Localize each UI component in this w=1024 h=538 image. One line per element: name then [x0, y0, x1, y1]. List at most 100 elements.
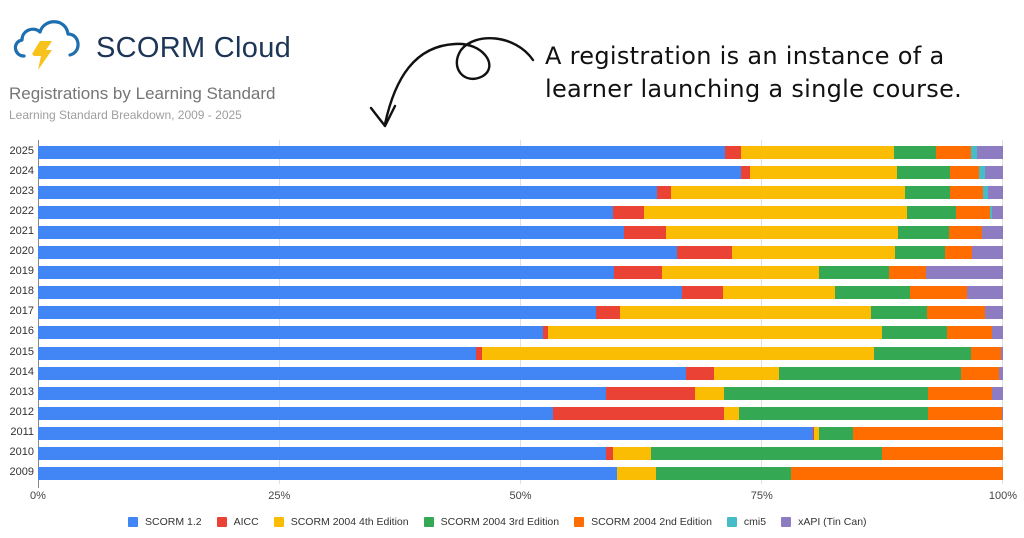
- bar-segment[interactable]: [38, 406, 554, 420]
- bar-segment[interactable]: [741, 166, 751, 180]
- bar-segment[interactable]: [873, 346, 972, 360]
- bar-segment[interactable]: [695, 386, 725, 400]
- bar-segment[interactable]: [38, 286, 682, 300]
- bar-segment[interactable]: [542, 326, 549, 340]
- bar-segment[interactable]: [812, 426, 814, 440]
- bar-segment[interactable]: [779, 366, 961, 380]
- bar-segment[interactable]: [481, 346, 874, 360]
- bar-segment[interactable]: [927, 406, 1002, 420]
- bar-segment[interactable]: [882, 326, 947, 340]
- bar-segment[interactable]: [38, 266, 615, 280]
- bar-segment[interactable]: [476, 346, 482, 360]
- bar-segment[interactable]: [725, 146, 741, 159]
- bar-segment[interactable]: [949, 186, 983, 200]
- bar-segment[interactable]: [606, 386, 696, 400]
- bar-segment[interactable]: [992, 326, 1003, 340]
- bar-segment[interactable]: [927, 386, 993, 400]
- bar-segment[interactable]: [790, 466, 1003, 480]
- bar-segment[interactable]: [38, 166, 742, 180]
- bar-segment[interactable]: [978, 166, 985, 180]
- bar-segment[interactable]: [644, 206, 908, 220]
- legend-item[interactable]: SCORM 2004 3rd Edition: [423, 516, 559, 528]
- bar-segment[interactable]: [613, 206, 644, 220]
- bar-segment[interactable]: [38, 386, 607, 400]
- bar-segment[interactable]: [738, 406, 928, 420]
- legend-item[interactable]: cmi5: [726, 516, 766, 528]
- legend-item[interactable]: AICC: [216, 516, 259, 528]
- bar-segment[interactable]: [553, 406, 725, 420]
- bar-segment[interactable]: [853, 426, 1003, 440]
- bar-segment[interactable]: [617, 466, 656, 480]
- bar-segment[interactable]: [666, 226, 898, 240]
- bar-segment[interactable]: [882, 446, 1003, 460]
- bar-segment[interactable]: [960, 366, 1000, 380]
- bar-segment[interactable]: [945, 246, 973, 260]
- bar-segment[interactable]: [731, 246, 895, 260]
- bar-segment[interactable]: [984, 166, 1003, 180]
- legend-item[interactable]: xAPI (Tin Can): [781, 516, 867, 528]
- bar-segment[interactable]: [967, 286, 1003, 300]
- bar-segment[interactable]: [904, 186, 950, 200]
- legend-item[interactable]: SCORM 1.2: [128, 516, 202, 528]
- bar-segment[interactable]: [835, 286, 911, 300]
- bar-segment[interactable]: [981, 226, 1003, 240]
- bar-segment[interactable]: [999, 366, 1003, 380]
- bar-segment[interactable]: [662, 266, 819, 280]
- bar-segment[interactable]: [606, 446, 614, 460]
- bar-segment[interactable]: [910, 286, 968, 300]
- bar-segment[interactable]: [992, 206, 1003, 220]
- bar-segment[interactable]: [619, 306, 871, 320]
- bar-segment[interactable]: [623, 226, 667, 240]
- bar-segment[interactable]: [818, 426, 854, 440]
- bar-segment[interactable]: [38, 466, 617, 480]
- bar-segment[interactable]: [990, 206, 993, 220]
- bar-segment[interactable]: [870, 306, 927, 320]
- bar-segment[interactable]: [38, 366, 687, 380]
- bar-segment[interactable]: [724, 406, 739, 420]
- bar-segment[interactable]: [614, 266, 663, 280]
- bar-segment[interactable]: [897, 226, 949, 240]
- bar-segment[interactable]: [1001, 346, 1003, 360]
- bar-segment[interactable]: [714, 366, 780, 380]
- bar-segment[interactable]: [650, 446, 883, 460]
- bar-segment[interactable]: [955, 206, 991, 220]
- bar-segment[interactable]: [1001, 406, 1003, 420]
- bar-segment[interactable]: [992, 386, 1003, 400]
- bar-segment[interactable]: [971, 146, 977, 159]
- bar-segment[interactable]: [676, 246, 732, 260]
- bar-segment[interactable]: [925, 266, 1003, 280]
- bar-segment[interactable]: [38, 446, 607, 460]
- bar-segment[interactable]: [38, 226, 624, 240]
- bar-segment[interactable]: [972, 246, 1003, 260]
- bar-segment[interactable]: [595, 306, 620, 320]
- bar-segment[interactable]: [949, 166, 979, 180]
- bar-segment[interactable]: [38, 186, 657, 200]
- bar-segment[interactable]: [987, 186, 1003, 200]
- bar-segment[interactable]: [38, 246, 677, 260]
- bar-segment[interactable]: [896, 166, 950, 180]
- bar-segment[interactable]: [893, 146, 937, 159]
- bar-segment[interactable]: [976, 146, 1003, 159]
- bar-segment[interactable]: [936, 146, 972, 159]
- bar-segment[interactable]: [548, 326, 883, 340]
- bar-segment[interactable]: [681, 286, 724, 300]
- bar-segment[interactable]: [926, 306, 985, 320]
- bar-segment[interactable]: [984, 306, 1003, 320]
- bar-segment[interactable]: [971, 346, 1002, 360]
- bar-segment[interactable]: [38, 346, 477, 360]
- bar-segment[interactable]: [38, 306, 596, 320]
- bar-segment[interactable]: [818, 266, 890, 280]
- bar-segment[interactable]: [671, 186, 905, 200]
- bar-segment[interactable]: [38, 206, 614, 220]
- bar-segment[interactable]: [723, 286, 836, 300]
- bar-segment[interactable]: [613, 446, 651, 460]
- bar-segment[interactable]: [894, 246, 946, 260]
- bar-segment[interactable]: [889, 266, 926, 280]
- bar-segment[interactable]: [946, 326, 993, 340]
- bar-segment[interactable]: [686, 366, 715, 380]
- bar-segment[interactable]: [750, 166, 897, 180]
- legend-item[interactable]: SCORM 2004 4th Edition: [273, 516, 409, 528]
- legend-item[interactable]: SCORM 2004 2nd Edition: [574, 516, 712, 528]
- bar-segment[interactable]: [982, 186, 988, 200]
- bar-segment[interactable]: [724, 386, 928, 400]
